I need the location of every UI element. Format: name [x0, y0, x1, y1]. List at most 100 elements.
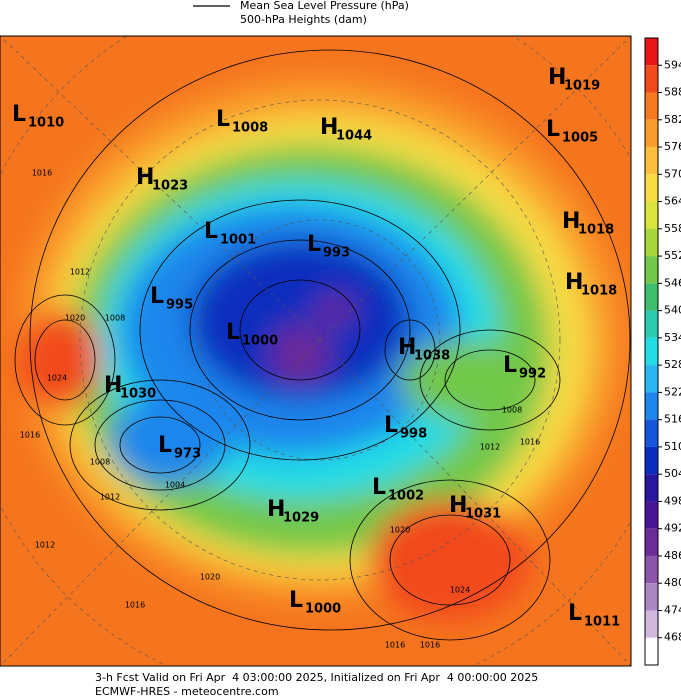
isobar-label: 1020 [200, 573, 220, 582]
colorbar-swatch [645, 610, 658, 638]
colorbar-tick-label: 594 [664, 58, 681, 71]
center-symbol: H [565, 270, 583, 295]
colorbar-swatch [645, 446, 658, 475]
colorbar-swatch [645, 228, 658, 257]
isobar-label: 1016 [125, 601, 145, 610]
colorbar-swatch [645, 310, 658, 338]
isobar-label: 1020 [390, 526, 410, 535]
center-symbol: L [568, 601, 582, 626]
center-pressure: 1030 [120, 387, 156, 402]
colorbar-swatch [645, 365, 658, 393]
center-pressure: 1001 [220, 233, 256, 248]
center-pressure: 1002 [388, 489, 424, 504]
isobars [14, 49, 631, 641]
colorbar-swatch [645, 38, 658, 66]
legend-label: Mean Sea Level Pressure (hPa) [240, 0, 409, 12]
center-symbol: L [384, 413, 398, 438]
center-symbol: L [12, 102, 26, 127]
colorbar-swatch [645, 337, 658, 366]
colorbar-swatch [645, 174, 658, 202]
colorbar-tick-label: 582 [664, 113, 681, 126]
center-symbol: L [289, 588, 303, 613]
center-symbol: H [449, 493, 467, 518]
isobar-label: 1024 [47, 374, 67, 383]
isobar-label: 1016 [32, 169, 52, 178]
center-symbol: H [548, 65, 566, 90]
colorbar-swatch [645, 637, 658, 665]
colorbar-swatch [645, 256, 658, 284]
colorbar-tick-label: 492 [664, 522, 681, 535]
center-pressure: 1018 [578, 223, 614, 238]
colorbar-swatch [645, 528, 658, 556]
isobar-label: 1004 [165, 481, 185, 490]
isobar-label: 1020 [65, 314, 85, 323]
colorbar-tick-label: 522 [664, 385, 681, 398]
center-pressure: 1019 [564, 79, 600, 94]
center-symbol: L [546, 117, 560, 142]
center-pressure: 1018 [581, 284, 617, 299]
center-symbol: L [204, 219, 218, 244]
colorbar-tick-label: 546 [664, 276, 681, 289]
colorbar-swatch [645, 201, 658, 229]
center-symbol: L [150, 284, 164, 309]
footer-text: ECMWF-HRES - meteocentre.com [95, 685, 279, 698]
colorbar-swatch [645, 65, 658, 93]
colorbar-swatch [645, 501, 658, 529]
isobar-label: 1008 [105, 314, 125, 323]
colorbar-swatch [645, 147, 658, 175]
colorbar-tick-label: 528 [664, 358, 681, 371]
center-symbol: H [562, 209, 580, 234]
isobar-label: 1008 [90, 458, 110, 467]
center-pressure: 1029 [283, 511, 319, 526]
colorbar-tick-label: 474 [664, 603, 681, 616]
isobar-label: 1016 [20, 431, 40, 440]
isobar-label: 1016 [420, 641, 440, 650]
center-symbol: L [216, 107, 230, 132]
center-symbol: H [398, 335, 416, 360]
center-pressure: 1044 [336, 129, 372, 144]
map-frame [0, 35, 632, 667]
colorbar-tick-label: 486 [664, 549, 681, 562]
center-symbol: H [267, 497, 285, 522]
colorbar-swatch [645, 419, 658, 447]
isobar-label: 1012 [100, 493, 120, 502]
colorbar-tick-label: 468 [664, 631, 681, 644]
isobar-label: 1012 [35, 541, 55, 550]
isobar-label: 1024 [450, 586, 470, 595]
colorbar-tick-label: 570 [664, 167, 681, 180]
center-pressure: 992 [519, 367, 546, 382]
colorbar-tick-label: 564 [664, 195, 681, 208]
legend-label: 500-hPa Heights (dam) [240, 13, 367, 26]
center-symbol: L [226, 320, 240, 345]
colorbar-tick-label: 588 [664, 86, 681, 99]
colorbar-tick-label: 504 [664, 467, 681, 480]
colorbar-swatch [645, 283, 658, 311]
center-symbol: L [307, 232, 321, 257]
colorbar-tick-label: 480 [664, 576, 681, 589]
colorbar-swatch [645, 474, 658, 502]
center-pressure: 993 [323, 246, 350, 261]
colorbar-tick-label: 540 [664, 304, 681, 317]
center-pressure: 1011 [584, 615, 620, 630]
isobar-label: 1016 [520, 438, 540, 447]
center-symbol: L [372, 475, 386, 500]
footer-text: 3-h Fcst Valid on Fri Apr 4 03:00:00 202… [95, 671, 538, 684]
colorbar-swatch [645, 392, 658, 420]
colorbar-swatch [645, 119, 658, 148]
isobar-label: 1016 [385, 641, 405, 650]
center-symbol: H [104, 373, 122, 398]
colorbar-tick-label: 498 [664, 494, 681, 507]
colorbar-tick-label: 552 [664, 249, 681, 262]
isobar-label: 1008 [502, 406, 522, 415]
colorbar-frame [644, 37, 659, 666]
center-pressure: 1005 [562, 131, 598, 146]
center-pressure: 1000 [305, 602, 341, 617]
center-pressure: 1038 [414, 349, 450, 364]
center-pressure: 1023 [152, 179, 188, 194]
colorbar-swatch [645, 92, 658, 120]
colorbar-tick-label: 510 [664, 440, 681, 453]
center-symbol: H [136, 165, 154, 190]
